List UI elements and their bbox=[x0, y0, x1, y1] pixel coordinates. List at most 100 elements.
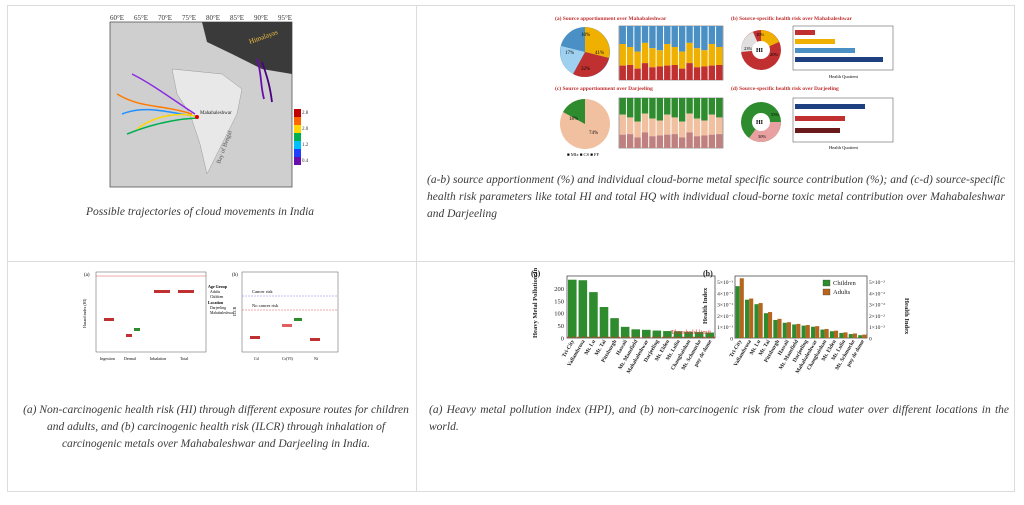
hpi-bar bbox=[568, 279, 577, 338]
legend-item: Adults bbox=[210, 290, 221, 294]
caption-trajectories: Possible trajectories of cloud movements… bbox=[86, 206, 315, 218]
stacked-segment bbox=[664, 44, 671, 66]
pie-c: 18% 74% ■ MIx ■ CS ■ FF bbox=[560, 98, 610, 157]
pie-d: HI 55% 30% bbox=[741, 102, 781, 143]
stacked-segment bbox=[641, 132, 649, 148]
stacked-segment bbox=[678, 98, 686, 122]
hpi-bar bbox=[610, 318, 619, 338]
stacked-segment bbox=[641, 42, 649, 64]
bar-adults bbox=[768, 312, 773, 338]
caption-hpi-world: (a) Heavy metal pollution index (HPI), a… bbox=[429, 404, 1009, 433]
stacked-segment bbox=[619, 44, 626, 66]
stacked-segment bbox=[686, 63, 693, 80]
colorbar-tick: 2.8 bbox=[302, 111, 309, 116]
bar-adults bbox=[805, 325, 810, 338]
colorbar-tick: 0.4 bbox=[302, 159, 309, 164]
bar-adults bbox=[786, 322, 791, 338]
bar-adults bbox=[777, 318, 782, 338]
stacked-segment bbox=[626, 117, 634, 135]
bar-adults bbox=[796, 323, 801, 338]
stacked-segment bbox=[716, 26, 723, 47]
stacked-segment bbox=[649, 26, 656, 49]
ylabel-hi: Hazard index (HI) bbox=[82, 298, 87, 328]
cell-trajectories: 60°E 65°E 70°E 75°E 80°E 85°E 90°E 95°E … bbox=[8, 6, 417, 262]
x-label: Cr(VI) bbox=[282, 356, 294, 361]
panel-a-label: (a) Source apportionment over Mahabalesh… bbox=[555, 15, 667, 22]
stacked-segment bbox=[664, 114, 671, 135]
stacked-segment bbox=[619, 134, 626, 148]
hpi-bar bbox=[578, 280, 588, 338]
cell-hpi-world: (a) Heavy Metal Pollution Index 0 50 100 150 2… bbox=[417, 262, 1014, 491]
y2-tick-label: 3×10⁻² bbox=[869, 303, 885, 309]
bar-children bbox=[811, 326, 816, 338]
stacked-segment bbox=[693, 48, 701, 68]
legend-exposure: Age Group Adults Children Location Darje… bbox=[208, 284, 235, 315]
pie-label: 32% bbox=[581, 67, 590, 72]
stacked-segment bbox=[701, 98, 708, 121]
chart-tag: (b) bbox=[703, 269, 713, 278]
bar-children bbox=[858, 335, 863, 338]
y2-axis-label: Health Index bbox=[903, 298, 910, 335]
stacked-segment bbox=[693, 98, 701, 119]
pie-label: 10% bbox=[581, 33, 590, 38]
panel-c-label: (c) Source apportionment over Darjeeling bbox=[555, 85, 653, 92]
hpi-bar bbox=[642, 329, 651, 338]
lon-tick: 95°E bbox=[278, 14, 292, 22]
stacked-segment bbox=[693, 67, 701, 80]
y2-tick-label: 1×10⁻² bbox=[869, 325, 885, 331]
panel-b-tag: (b) bbox=[232, 273, 238, 278]
y-tick-label: 5×10⁻¹ bbox=[717, 280, 733, 286]
stacked-segment bbox=[708, 98, 716, 115]
hpi-bar bbox=[673, 331, 683, 338]
stacked-segment bbox=[693, 118, 701, 137]
stacked-segment bbox=[649, 67, 656, 80]
no-cancer-risk-label: No cancer risk bbox=[252, 303, 279, 308]
colorbar: 2.8 2.0 1.2 0.4 bbox=[294, 109, 309, 165]
pie-label: 23% bbox=[744, 46, 753, 51]
stacked-segment bbox=[649, 118, 656, 137]
stacked-segment bbox=[716, 134, 723, 148]
hpi-bar bbox=[705, 332, 714, 338]
legend-label: Adults bbox=[833, 289, 851, 296]
y-axis-label: Heavy Metal Pollution Index bbox=[532, 268, 539, 338]
hbars-d: Health Quotient bbox=[792, 97, 894, 150]
pie-label: 17% bbox=[565, 51, 574, 56]
stacked-segment bbox=[708, 65, 716, 80]
lon-tick: 75°E bbox=[182, 14, 196, 22]
axis-label: Health Quotient bbox=[829, 74, 859, 79]
stacked-segment bbox=[716, 117, 723, 135]
stacked-segment bbox=[701, 50, 708, 67]
stacked-segment bbox=[634, 51, 641, 69]
x-label: Total bbox=[180, 356, 189, 361]
stacked-segment bbox=[656, 26, 664, 51]
caption-exposure-routes: (a) Non-carcinogenic health risk (HI) th… bbox=[23, 404, 409, 450]
trajectory-map: 60°E 65°E 70°E 75°E 80°E 85°E 90°E 95°E … bbox=[109, 14, 309, 188]
y-tick-label: 50 bbox=[558, 323, 565, 330]
pie-label: 20% bbox=[770, 52, 779, 57]
stacked-segment bbox=[708, 134, 716, 148]
stacked-segment bbox=[641, 113, 649, 133]
stacked-segment bbox=[619, 98, 626, 115]
stacked-segment bbox=[678, 26, 686, 52]
lon-tick: 85°E bbox=[230, 14, 244, 22]
panel-a-tag: (a) bbox=[84, 273, 90, 278]
x-label: Dermal bbox=[124, 356, 137, 361]
lon-tick: 80°E bbox=[206, 14, 220, 22]
hpi-bar bbox=[663, 331, 672, 338]
threshold-label: Threshold limit bbox=[671, 329, 711, 336]
stacked-segment bbox=[686, 42, 693, 64]
bar-children bbox=[820, 329, 825, 338]
stacked-segment bbox=[649, 48, 656, 68]
y2-tick-label: 5×10⁻² bbox=[869, 280, 885, 286]
stacked-segment bbox=[656, 98, 664, 121]
cell-source-apportionment: (a) Source apportionment over Mahabalesh… bbox=[417, 6, 1014, 262]
lon-tick: 65°E bbox=[134, 14, 148, 22]
stacked-segment bbox=[619, 114, 626, 135]
y-tick-label: 4×10⁻¹ bbox=[717, 291, 733, 297]
bar-adults bbox=[815, 326, 820, 338]
y2-tick-label: 4×10⁻² bbox=[869, 291, 885, 297]
stacked-segment bbox=[701, 66, 708, 80]
stacked-segment bbox=[641, 98, 649, 114]
legend-item: Children bbox=[210, 295, 223, 299]
bar-adults bbox=[749, 298, 754, 338]
